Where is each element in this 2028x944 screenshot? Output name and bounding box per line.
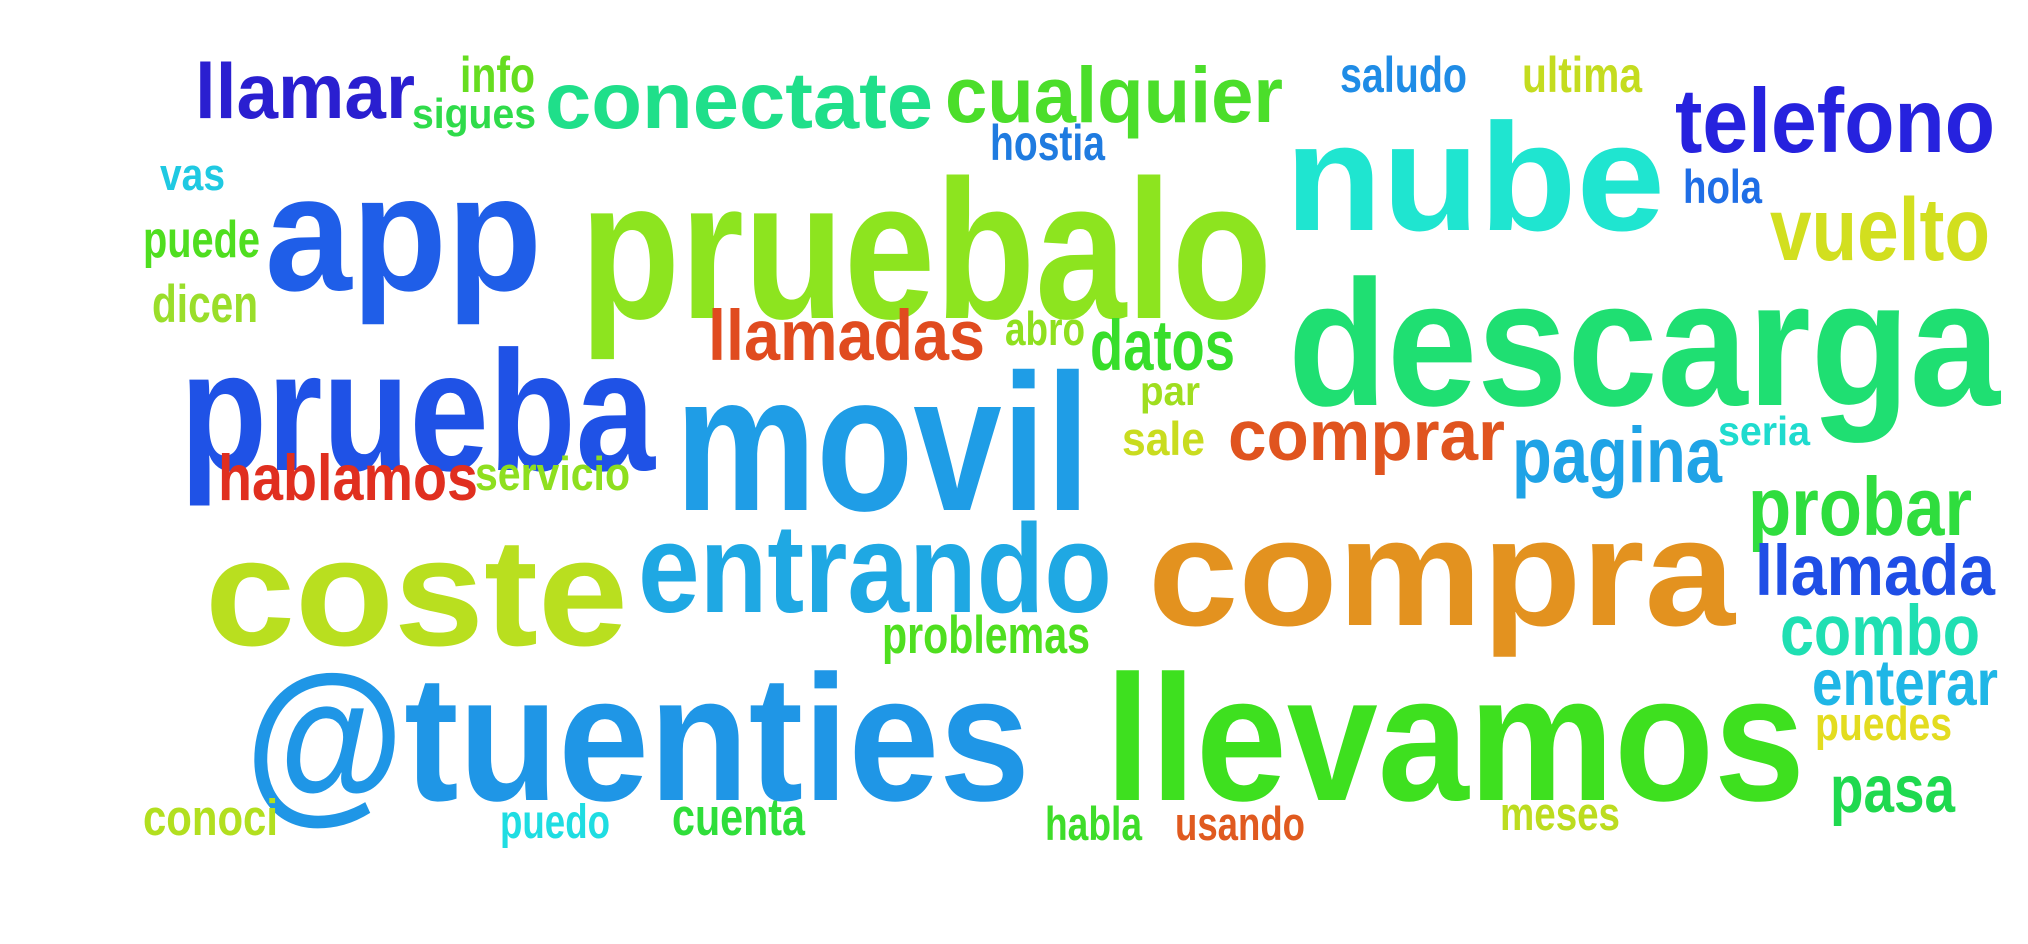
word-hablamos: hablamos <box>218 441 478 514</box>
word-sigues: sigues <box>412 90 536 137</box>
word-cualquier: cualquier <box>945 50 1283 139</box>
word-puede: puede <box>143 211 260 269</box>
word-puedo: puedo <box>500 796 610 849</box>
word-movil: movil <box>675 334 1090 552</box>
word-habla: habla <box>1045 797 1143 850</box>
word-conectate: conectate <box>545 56 933 145</box>
word-dicen: dicen <box>152 275 258 334</box>
word-meses: meses <box>1500 787 1620 840</box>
word-prueba: prueba <box>180 316 657 507</box>
word-seria: seria <box>1718 408 1811 454</box>
word-hola: hola <box>1683 160 1763 213</box>
word-tuenties: @tuenties <box>245 638 1030 838</box>
word-vas: vas <box>160 149 225 200</box>
word-pasa: pasa <box>1830 752 1956 827</box>
word-ultima: ultima <box>1522 47 1643 103</box>
word-probar: probar <box>1748 460 1972 553</box>
word-combo: combo <box>1780 592 1980 671</box>
word-servicio: servicio <box>475 447 630 500</box>
word-descarga: descarga <box>1288 243 2001 443</box>
word-puedes: puedes <box>1815 697 1952 750</box>
word-enterar: enterar <box>1812 646 1998 719</box>
word-hostia: hostia <box>990 115 1106 171</box>
word-sale: sale <box>1122 412 1205 465</box>
word-usando: usando <box>1175 797 1305 850</box>
word-saludo: saludo <box>1340 47 1467 103</box>
word-pagina: pagina <box>1512 410 1723 499</box>
word-telefono: telefono <box>1675 71 1995 172</box>
word-app: app <box>265 141 542 325</box>
word-info: info <box>460 47 535 103</box>
word-coste: coste <box>205 507 628 678</box>
word-entrando: entrando <box>638 498 1112 639</box>
word-problemas: problemas <box>882 606 1090 665</box>
word-abro: abro <box>1005 302 1085 355</box>
word-comprar: comprar <box>1228 397 1505 476</box>
word-cuenta: cuenta <box>672 788 805 847</box>
word-datos: datos <box>1090 307 1235 386</box>
word-conoci: conoci <box>143 789 278 846</box>
word-par: par <box>1140 368 1200 414</box>
word-nube: nube <box>1285 92 1665 263</box>
word-vuelto: vuelto <box>1770 179 1990 279</box>
word-llamada: llamada <box>1755 532 1995 611</box>
word-pruebalo: pruebalo <box>580 139 1272 360</box>
word-compra: compra <box>1148 487 1737 658</box>
word-llamadas: llamadas <box>708 297 985 376</box>
word-llevamos: llevamos <box>1105 638 1805 838</box>
word-llamar: llamar <box>195 47 415 135</box>
